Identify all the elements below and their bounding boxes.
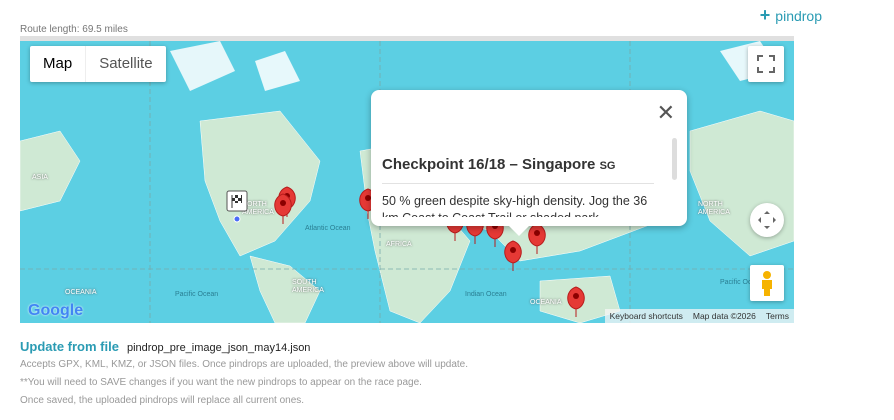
label-pacific-ocean: Pacific Ocean (175, 291, 219, 298)
fullscreen-icon (757, 55, 775, 73)
label-north-america-right: NORTH AMERICA (698, 201, 730, 216)
label-pacific-ocean-right: Pacific Ocean (720, 279, 764, 286)
map-marker[interactable] (504, 240, 522, 272)
checkered-flag-icon[interactable] (226, 190, 248, 223)
route-length: Route length: 69.5 miles (20, 24, 128, 35)
info-window: ✕ Checkpoint 16/18 – Singapore SG 50 % g… (371, 90, 687, 236)
google-logo: Google (28, 302, 84, 319)
map-attribution: Keyboard shortcuts Map data ©2026 Terms (604, 309, 794, 323)
upload-note: Once saved, the uploaded pindrops will r… (20, 395, 305, 406)
label-atlantic-ocean: Atlantic Ocean (305, 225, 351, 232)
map-data-text: Map data ©2026 (692, 311, 756, 321)
map[interactable]: ASIA NORTH AMERICA AFRICA SOUTH AMERICA … (20, 41, 794, 323)
fullscreen-button[interactable] (748, 46, 784, 82)
label-asia: ASIA (32, 174, 48, 181)
pegman-icon (762, 271, 772, 296)
label-north-america: NORTH AMERICA (242, 201, 274, 216)
map-marker[interactable] (528, 223, 546, 255)
map-type-satellite[interactable]: Satellite (99, 55, 153, 72)
map-top-border (20, 36, 794, 41)
map-type-map[interactable]: Map (30, 46, 87, 82)
upload-note: **You will need to SAVE changes if you w… (20, 377, 422, 388)
label-oceania-left: OCEANIA (65, 289, 97, 296)
map-marker[interactable] (274, 193, 292, 225)
map-marker[interactable] (567, 286, 585, 318)
keyboard-shortcuts-link[interactable]: Keyboard shortcuts (609, 311, 683, 321)
add-pindrop-button[interactable]: + pindrop (759, 5, 822, 25)
close-icon[interactable]: ✕ (656, 100, 675, 125)
terms-link[interactable]: Terms (765, 311, 789, 321)
markers-layer (226, 186, 585, 318)
pan-control-button[interactable] (750, 203, 784, 237)
info-window-body: 50 % green despite sky-high density. Jog… (382, 194, 648, 217)
update-from-file-button[interactable]: Update from file (20, 339, 119, 354)
pan-control-icon (758, 211, 776, 229)
label-south-america: SOUTH AMERICA (292, 279, 324, 294)
label-oceania: OCEANIA (530, 299, 562, 306)
update-from-file: Update from file pindrop_pre_image_json_… (20, 339, 310, 354)
label-africa: AFRICA (386, 241, 412, 248)
upload-note: Accepts GPX, KML, KMZ, or JSON files. On… (20, 359, 468, 370)
label-indian-ocean: Indian Ocean (465, 291, 507, 298)
info-window-title: Checkpoint 16/18 – Singapore SG (382, 156, 654, 184)
uploaded-filename: pindrop_pre_image_json_may14.json (126, 342, 311, 354)
info-window-scrollbar[interactable] (672, 138, 677, 180)
plus-icon: + (759, 5, 771, 25)
street-view-button[interactable] (750, 265, 784, 301)
map-type-control: Map Satellite (30, 46, 166, 82)
